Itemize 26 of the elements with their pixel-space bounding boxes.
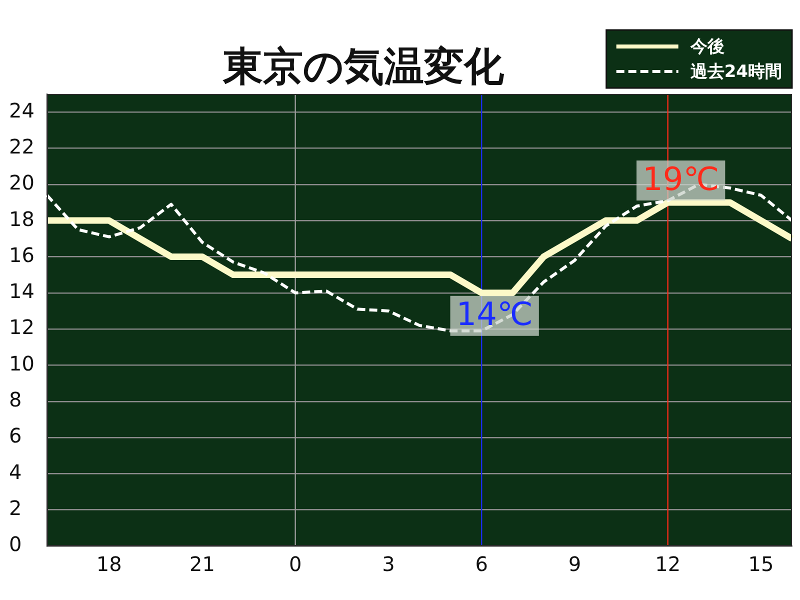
y-tick-label: 2 bbox=[9, 496, 22, 520]
y-tick-label: 6 bbox=[9, 424, 22, 448]
annotation: 14℃ bbox=[456, 295, 533, 334]
y-tick-label: 16 bbox=[9, 242, 34, 267]
y-tick-label: 24 bbox=[9, 98, 34, 122]
y-tick-label: 10 bbox=[9, 351, 34, 376]
x-tick-label: 21 bbox=[189, 552, 215, 576]
x-tick-label: 3 bbox=[382, 552, 395, 576]
y-tick-label: 12 bbox=[9, 315, 34, 340]
y-tick-label: 8 bbox=[9, 388, 22, 412]
annotation: 19℃ bbox=[642, 160, 720, 198]
x-tick-label: 12 bbox=[655, 552, 681, 576]
chart-title: 東京の気温変化 bbox=[222, 44, 506, 90]
x-tick-label: 15 bbox=[748, 552, 774, 576]
legend-label: 過去24時間 bbox=[689, 62, 782, 82]
y-tick-label: 4 bbox=[9, 460, 22, 484]
legend-label: 今後 bbox=[689, 36, 724, 57]
x-tick-label: 9 bbox=[568, 552, 582, 576]
x-tick-label: 0 bbox=[288, 552, 302, 576]
y-tick-label: 18 bbox=[9, 206, 34, 231]
y-tick-label: 14 bbox=[9, 279, 34, 304]
x-tick-label: 18 bbox=[96, 552, 122, 576]
x-tick-label: 6 bbox=[475, 552, 488, 576]
y-tick-label: 20 bbox=[9, 170, 34, 195]
y-tick-label: 22 bbox=[9, 134, 34, 158]
y-tick-label: 0 bbox=[9, 532, 22, 556]
